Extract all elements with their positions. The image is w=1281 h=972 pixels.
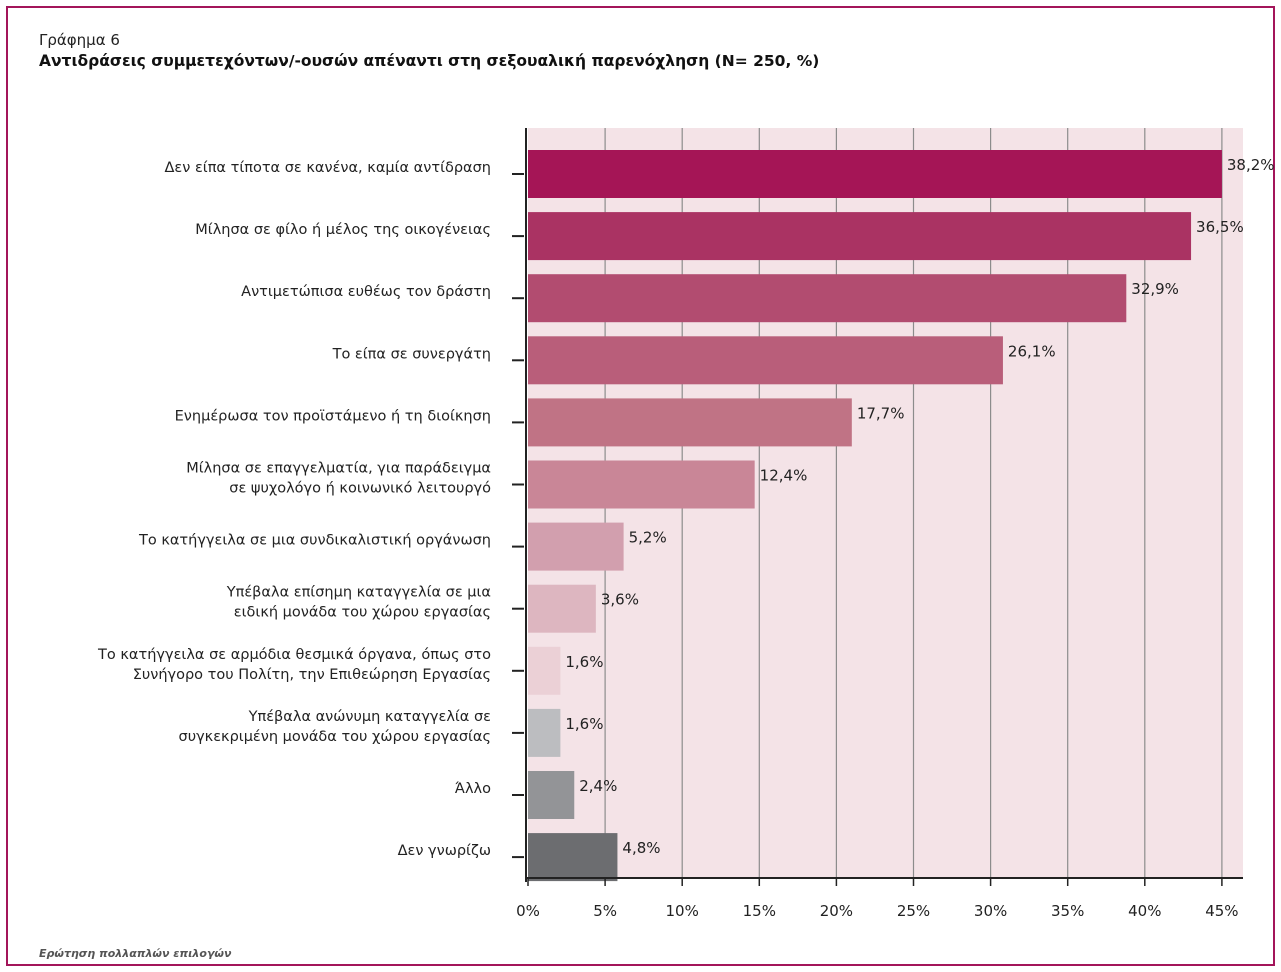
bar-5: [528, 460, 755, 509]
bar-8: [528, 646, 561, 695]
bar-7: [528, 584, 596, 633]
footnote: Ερώτηση πολλαπλών επιλογών: [39, 947, 232, 960]
value-label-9: 1,6%: [565, 715, 603, 733]
x-tick-label-35: 35%: [1051, 902, 1084, 920]
bar-0: [528, 150, 1222, 198]
value-label-8: 1,6%: [565, 653, 603, 671]
x-tick-label-0: 0%: [516, 902, 540, 920]
category-label-2: Αντιμετώπισα ευθέως τον δράστη: [241, 284, 491, 300]
category-label-7-line-0: Υπέβαλα επίσημη καταγγελία σε μια: [226, 585, 491, 601]
value-label-0: 38,2%: [1227, 156, 1275, 174]
value-label-5: 12,4%: [760, 467, 808, 485]
chart-title: Αντιδράσεις συμμετεχόντων/-ουσών απέναντ…: [39, 52, 820, 70]
x-tick-label-20: 20%: [820, 902, 853, 920]
value-label-7: 3,6%: [601, 591, 639, 609]
category-label-9-line-1: συγκεκριμένη μονάδα του χώρου εργασίας: [179, 729, 492, 745]
category-label-4: Ενημέρωσα τον προϊστάμενο ή τη διοίκηση: [175, 408, 491, 424]
value-label-3: 26,1%: [1008, 342, 1056, 360]
x-tick-label-25: 25%: [897, 902, 930, 920]
value-label-2: 32,9%: [1131, 280, 1179, 298]
bar-1: [528, 212, 1192, 261]
x-tick-label-10: 10%: [666, 902, 699, 920]
category-label-8-line-1: Συνήγορο του Πολίτη, την Επιθεώρηση Εργα…: [133, 667, 491, 683]
bar-10: [528, 771, 575, 819]
bar-3: [528, 336, 1003, 385]
bar-11: [528, 833, 618, 882]
category-label-6: Το κατήγγειλα σε μια συνδικαλιστική οργά…: [138, 533, 491, 549]
category-label-10: Άλλο: [455, 781, 491, 797]
category-label-7-line-1: ειδική μονάδα του χώρου εργασίας: [234, 605, 491, 621]
category-label-8-line-0: Το κατήγγειλα σε αρμόδια θεσμικά όργανα,…: [97, 647, 491, 663]
value-label-6: 5,2%: [629, 529, 667, 547]
category-label-0: Δεν είπα τίποτα σε κανένα, καμία αντίδρα…: [164, 160, 491, 176]
value-label-11: 4,8%: [622, 839, 660, 857]
bar-6: [528, 522, 624, 571]
category-label-11: Δεν γνωρίζω: [398, 843, 491, 859]
bar-2: [528, 274, 1127, 323]
value-label-10: 2,4%: [579, 777, 617, 795]
chart-number: Γράφημα 6: [39, 31, 120, 49]
category-label-5-line-1: σε ψυχολόγο ή κοινωνικό λειτουργό: [229, 481, 491, 497]
x-tick-label-30: 30%: [974, 902, 1007, 920]
bar-9: [528, 708, 561, 757]
x-tick-label-15: 15%: [743, 902, 776, 920]
category-label-1: Μίλησα σε φίλο ή μέλος της οικογένειας: [195, 222, 491, 238]
category-label-5-line-0: Μίλησα σε επαγγελματία, για παράδειγμα: [186, 461, 491, 477]
x-tick-label-5: 5%: [593, 902, 617, 920]
category-label-3: Το είπα σε συνεργάτη: [332, 346, 491, 362]
category-label-9-line-0: Υπέβαλα ανώνυμη καταγγελία σε: [248, 709, 491, 725]
bar-4: [528, 398, 852, 447]
x-tick-label-40: 40%: [1128, 902, 1161, 920]
value-label-1: 36,5%: [1196, 218, 1244, 236]
value-label-4: 17,7%: [857, 404, 905, 422]
x-tick-label-45: 45%: [1205, 902, 1238, 920]
